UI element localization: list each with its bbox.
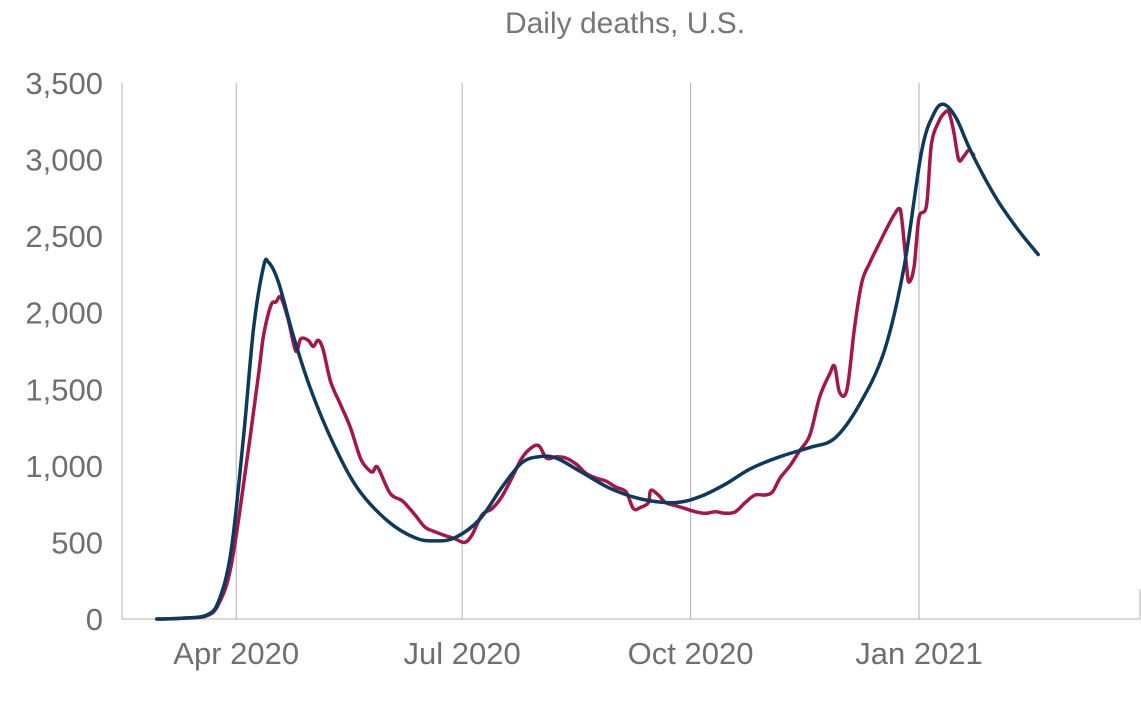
y-tick-label: 3,500 bbox=[25, 66, 103, 101]
series-lines bbox=[155, 102, 1040, 621]
y-tick-label: 0 bbox=[86, 602, 103, 637]
y-tick-label: 2,500 bbox=[25, 219, 103, 254]
y-axis-tick-labels: 0 500 1,000 1,500 2,000 2,500 3,000 3,500 bbox=[25, 66, 103, 637]
x-tick-label: Jul 2020 bbox=[404, 636, 521, 671]
x-tick-label: Oct 2020 bbox=[628, 636, 754, 671]
x-axis-tick-labels: Apr 2020 Jul 2020 Oct 2020 Jan 2021 bbox=[173, 636, 983, 671]
y-tick-label: 3,000 bbox=[25, 143, 103, 178]
y-tick-label: 1,500 bbox=[25, 372, 103, 407]
y-tick-label: 1,000 bbox=[25, 449, 103, 484]
y-tick-label: 500 bbox=[51, 525, 103, 560]
x-tick-label: Apr 2020 bbox=[173, 636, 299, 671]
series-line-smoothed bbox=[155, 102, 1040, 621]
y-tick-label: 2,000 bbox=[25, 296, 103, 331]
grid-lines bbox=[121, 83, 1141, 619]
series-line-reported bbox=[155, 109, 976, 621]
chart-title: Daily deaths, U.S. bbox=[505, 7, 745, 40]
x-tick-label: Jan 2021 bbox=[855, 636, 983, 671]
